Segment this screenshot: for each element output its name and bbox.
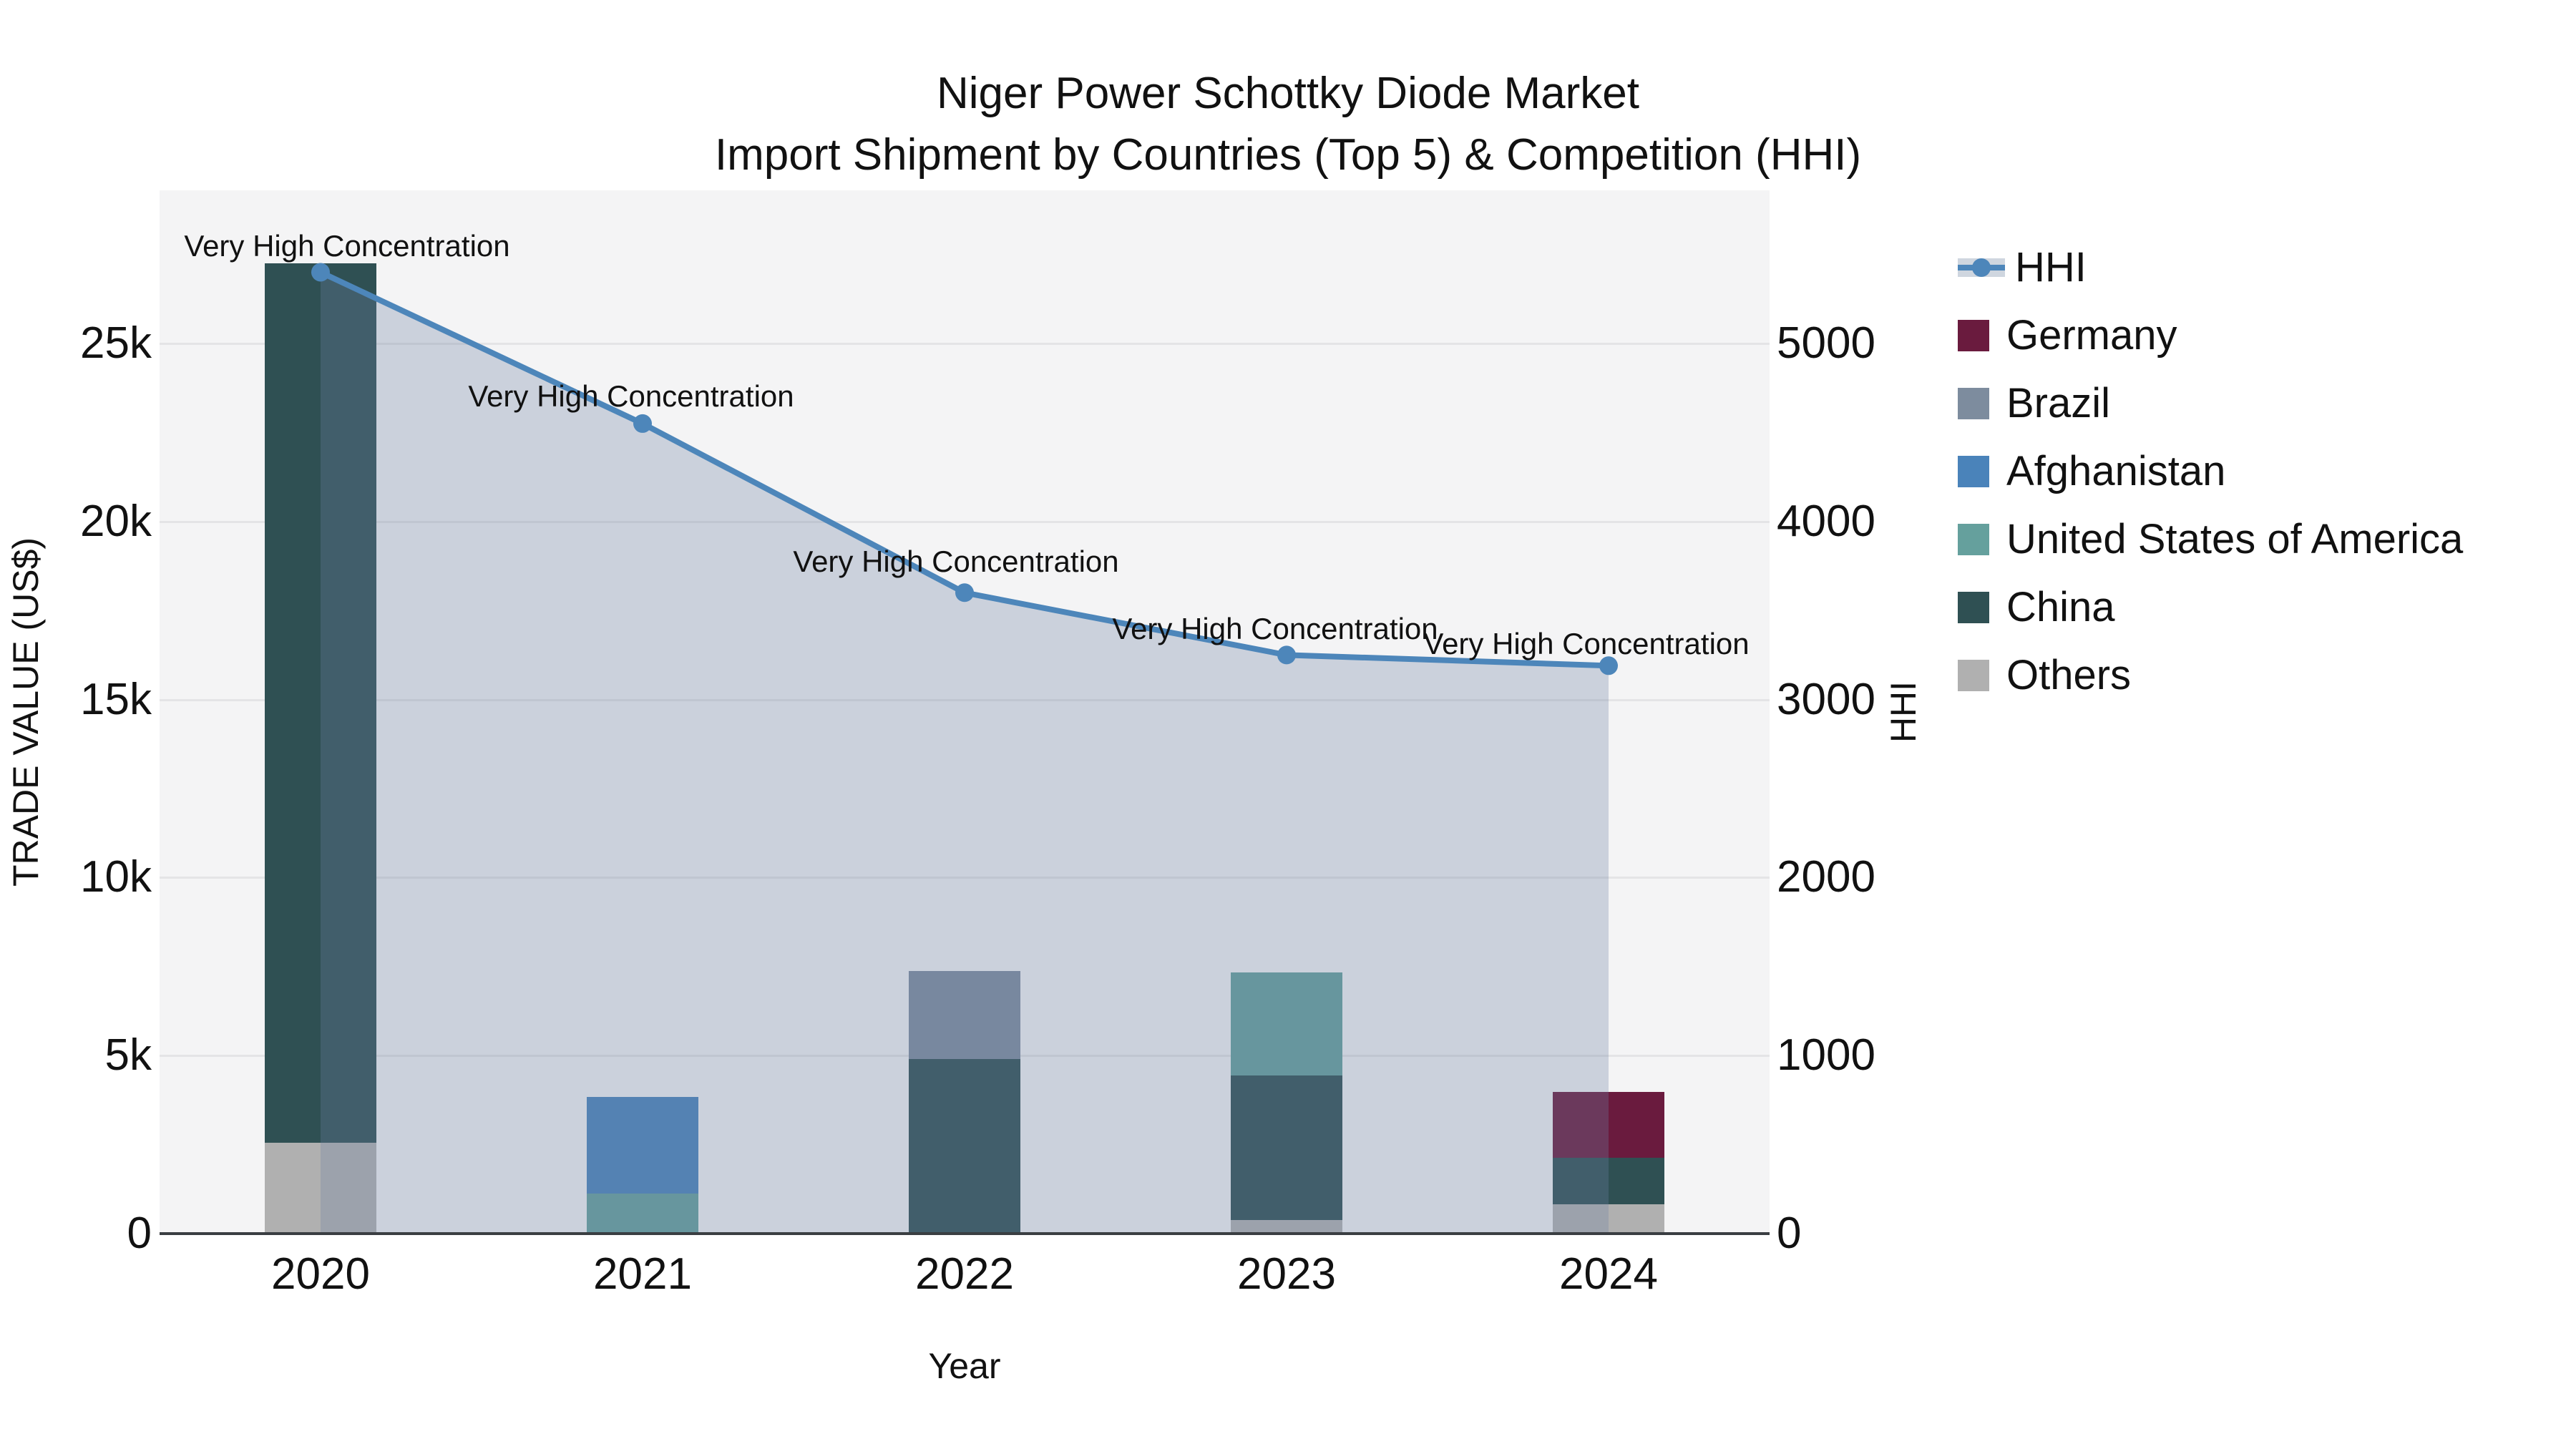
bar-2024-others[interactable] [1553,1204,1664,1234]
annotation-2020: Very High Concentration [184,229,510,263]
chart-title-line1: Niger Power Schottky Diode Market [936,69,1640,118]
legend-item-others[interactable]: Others [1958,641,2463,709]
legend-swatch [1958,387,1989,419]
annotation-2024: Very High Concentration [1423,627,1750,661]
legend-label: Brazil [2006,380,2111,426]
hhi-point-2022[interactable] [955,583,974,602]
annotation-2023: Very High Concentration [1112,612,1438,646]
chart-title-line2: Import Shipment by Countries (Top 5) & C… [714,130,1862,180]
right-tick-0: 0 [1777,1209,1802,1258]
right-tick-4000: 4000 [1777,496,1875,546]
left-axis-title: TRADE VALUE (US$) [6,537,46,887]
gridline-25000 [160,342,1770,345]
legend-swatch [1958,591,1989,623]
bar-2020-others[interactable] [265,1143,376,1234]
legend-label: HHI [2015,244,2087,291]
legend-label: Germany [2006,312,2177,358]
chart-title: Niger Power Schottky Diode Market Import… [0,63,2576,186]
x-axis-line [160,1232,1770,1235]
legend-swatch [1958,659,1989,691]
legend-item-hhi[interactable]: HHI [1958,233,2463,301]
bar-2021-afghanistan[interactable] [587,1097,698,1194]
legend-item-united-states-of-america[interactable]: United States of America [1958,505,2463,573]
legend: HHI Germany Brazil Afghanistan United States… [1958,233,2463,709]
bar-2022-brazil[interactable] [909,971,1020,1059]
left-tick-15k: 15k [80,674,152,724]
left-tick-20k: 20k [80,496,152,546]
legend-item-germany[interactable]: Germany [1958,301,2463,369]
bar-2024-china[interactable] [1553,1157,1664,1204]
left-tick-5k: 5k [104,1030,152,1080]
bar-2020-china[interactable] [265,263,376,1143]
legend-label: Others [2006,652,2132,698]
hhi-area-fill [321,272,1609,1234]
legend-label: United States of America [2006,516,2464,562]
right-tick-5000: 5000 [1777,318,1875,368]
bar-2023-china[interactable] [1231,1075,1342,1221]
hhi-point-2023[interactable] [1277,645,1296,665]
left-tick-0: 0 [127,1209,152,1258]
legend-label: Afghanistan [2006,448,2226,494]
hhi-point-2020[interactable] [311,263,330,282]
left-tick-25k: 25k [80,318,152,368]
x-tick-2022: 2022 [915,1249,1014,1299]
bar-2023-others[interactable] [1231,1220,1342,1234]
hhi-point-2021[interactable] [633,414,652,433]
x-tick-2021: 2021 [593,1249,692,1299]
bar-2023-united-states-of-america[interactable] [1231,972,1342,1075]
x-axis-title: Year [928,1346,1001,1386]
hhi-line-layer [311,263,1618,1234]
right-tick-1000: 1000 [1777,1030,1875,1080]
bar-2021-united-states-of-america[interactable] [587,1193,698,1234]
x-tick-2024: 2024 [1559,1249,1658,1299]
legend-line-swatch [1958,258,2005,277]
annotation-2021: Very High Concentration [468,379,794,413]
legend-swatch [1958,319,1989,351]
legend-label: China [2006,584,2115,630]
left-tick-10k: 10k [80,852,152,902]
right-tick-2000: 2000 [1777,852,1875,902]
hhi-point-2024[interactable] [1599,656,1618,675]
annotation-2022: Very High Concentration [793,545,1119,579]
bar-2024-germany[interactable] [1553,1092,1664,1158]
legend-swatch [1958,523,1989,555]
right-tick-3000: 3000 [1777,674,1875,724]
gridline-15000 [160,698,1770,701]
gridline-20000 [160,520,1770,523]
right-axis-title: HHI [1883,680,1923,743]
legend-swatch [1958,455,1989,487]
legend-item-china[interactable]: China [1958,573,2463,641]
legend-item-afghanistan[interactable]: Afghanistan [1958,437,2463,505]
gridline-10000 [160,877,1770,879]
x-tick-2020: 2020 [271,1249,370,1299]
x-tick-2023: 2023 [1237,1249,1336,1299]
bar-2022-china[interactable] [909,1058,1020,1234]
legend-item-brazil[interactable]: Brazil [1958,369,2463,437]
